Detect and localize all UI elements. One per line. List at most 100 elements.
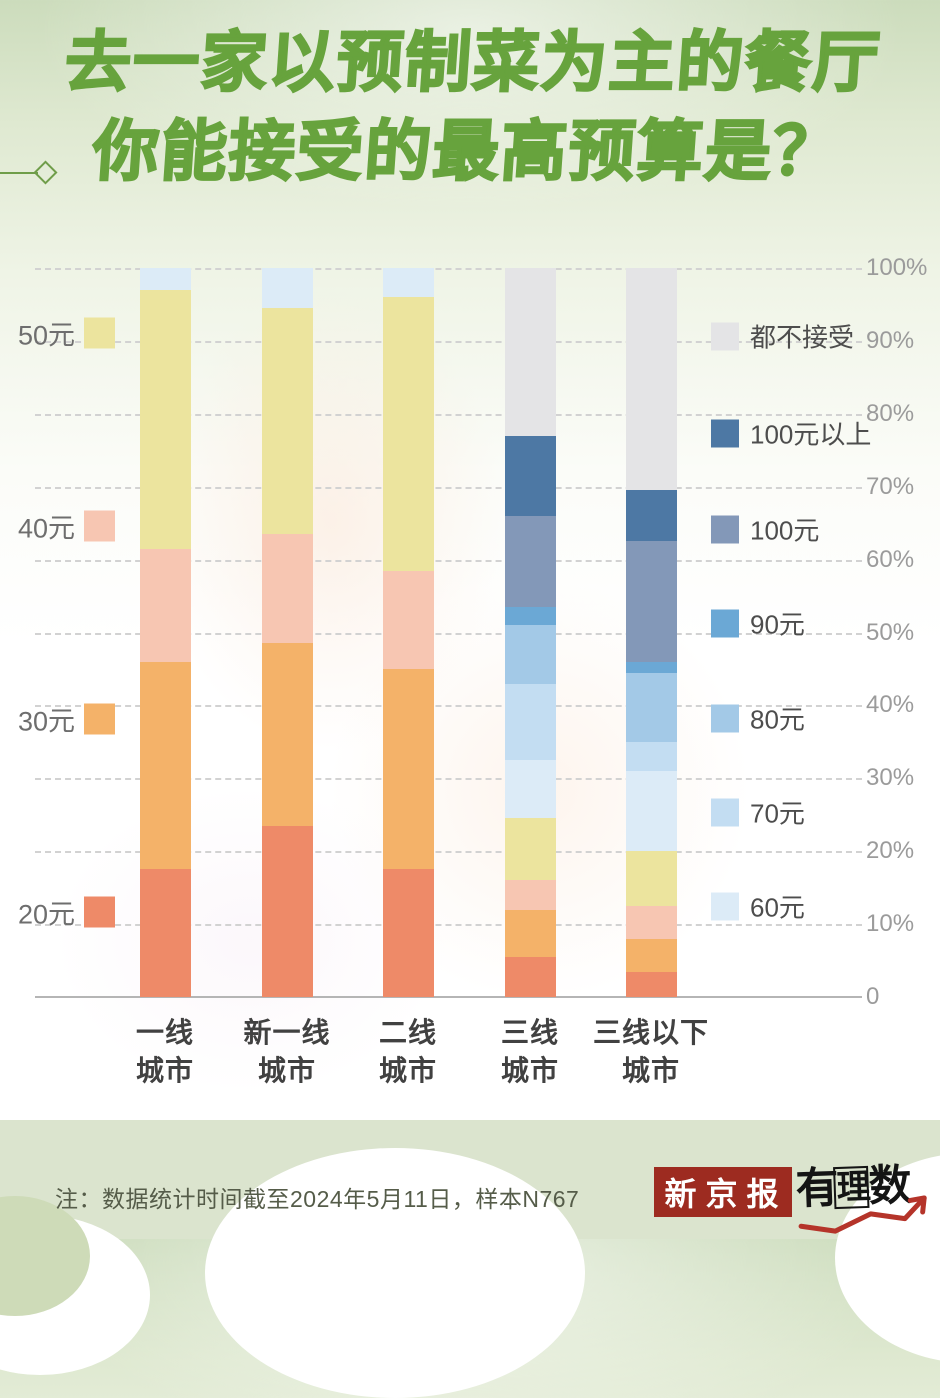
bar-segment-60元 — [262, 268, 313, 309]
bar-segment-都不接受 — [626, 268, 677, 491]
legend-swatch — [711, 322, 739, 350]
bar-segment-100元 — [626, 541, 677, 662]
gridline-40 — [35, 705, 862, 708]
x-axis-label-新一线城市: 新一线 城市 — [207, 1014, 367, 1090]
x-axis-label-三线城市: 三线 城市 — [450, 1014, 610, 1090]
legend-label: 80元 — [750, 704, 805, 735]
legend-item-40元: 40元 — [18, 507, 116, 546]
bar-新一线城市 — [262, 268, 313, 997]
legend-label: 100元 — [750, 515, 820, 546]
legend-label: 100元以上 — [750, 419, 872, 450]
bar-segment-20元 — [626, 971, 677, 997]
bar-segment-40元 — [262, 534, 313, 644]
y-axis-tick-label: 30% — [866, 764, 915, 792]
gridline-90 — [35, 340, 862, 343]
bar-segment-50元 — [262, 308, 313, 535]
bar-segment-60元 — [626, 771, 677, 852]
bar-segment-100元以上 — [626, 490, 677, 542]
bar-segment-80元 — [626, 672, 677, 742]
legend-label: 70元 — [750, 798, 805, 829]
gridline-10 — [35, 924, 862, 927]
bar-segment-70元 — [626, 741, 677, 772]
bar-segment-50元 — [140, 289, 191, 549]
bar-二线城市 — [383, 268, 434, 997]
legend-label: 30元 — [18, 706, 76, 737]
bar-segment-60元 — [505, 760, 556, 819]
legend-swatch — [84, 703, 116, 735]
y-axis-tick-label: 20% — [866, 837, 915, 865]
bar-segment-50元 — [626, 851, 677, 906]
x-axis-label-一线城市: 一线 城市 — [85, 1014, 245, 1090]
legend-item-90元: 90元 — [711, 605, 805, 642]
x-label-line2: 城市 — [257, 1054, 316, 1086]
legend-swatch — [711, 892, 739, 920]
bar-segment-100元以上 — [505, 435, 556, 516]
legend-swatch — [711, 419, 739, 447]
xinjingbao-logo: 新京报 — [654, 1167, 792, 1217]
gridline-50 — [35, 632, 862, 635]
bar-segment-60元 — [140, 268, 191, 290]
bar-segment-40元 — [140, 548, 191, 662]
y-axis-tick-label: 40% — [866, 691, 915, 719]
legend-swatch — [84, 317, 116, 349]
bar-segment-40元 — [505, 880, 556, 910]
legend-label: 90元 — [750, 609, 805, 640]
x-axis-label-三线以下城市: 三线以下 城市 — [571, 1014, 731, 1090]
bar-segment-90元 — [626, 661, 677, 673]
gridline-80 — [35, 413, 862, 416]
legend-item-都不接受: 都不接受 — [711, 318, 854, 355]
youlishu-logo: 有理数 — [795, 1150, 938, 1239]
bar-segment-40元 — [626, 905, 677, 939]
x-label-line2: 城市 — [500, 1054, 559, 1086]
gridline-60 — [35, 559, 862, 562]
bar-segment-20元 — [140, 869, 191, 997]
bar-segment-都不接受 — [505, 268, 556, 436]
legend-item-20元: 20元 — [18, 893, 116, 932]
legend-item-80元: 80元 — [711, 700, 805, 737]
legend-swatch — [711, 798, 739, 826]
bar-segment-40元 — [383, 570, 434, 669]
legend-item-50元: 50元 — [18, 314, 116, 353]
y-axis-tick-label: 50% — [866, 618, 915, 646]
x-label-line2: 城市 — [378, 1054, 437, 1086]
x-label-line2: 城市 — [135, 1054, 194, 1086]
y-axis-tick-label: 90% — [866, 326, 915, 354]
x-label-line1: 三线 — [500, 1017, 559, 1048]
bar-segment-20元 — [383, 869, 434, 997]
legend-label: 60元 — [750, 892, 805, 923]
legend-swatch — [84, 896, 116, 928]
y-axis-tick-label: 80% — [866, 399, 915, 427]
legend-label: 20元 — [18, 899, 76, 930]
legend-label: 50元 — [18, 320, 76, 351]
x-label-line1: 二线 — [378, 1017, 437, 1048]
legend-label: 都不接受 — [750, 322, 855, 353]
y-axis-tick-label: 100% — [866, 254, 928, 281]
gridline-100 — [35, 268, 862, 270]
y-axis-tick-label: 60% — [866, 545, 915, 573]
y-axis-tick-label: 10% — [866, 910, 915, 938]
bar-segment-30元 — [383, 668, 434, 870]
bar-三线城市 — [505, 268, 556, 997]
data-source-note: 注：数据统计时间截至2024年5月11日，样本N767 — [55, 1186, 580, 1212]
bar-segment-60元 — [383, 268, 434, 298]
bar-segment-90元 — [505, 607, 556, 626]
x-axis-label-二线城市: 二线 城市 — [328, 1014, 488, 1090]
legend-swatch — [711, 609, 739, 637]
stacked-bar-chart: 100% 90% 80% 70% 60% 50% 40% 30% 20% 10% 0 一线 城市 新一线城… — [18, 254, 928, 1090]
x-label-line1: 一线 — [135, 1017, 194, 1048]
bar-segment-20元 — [505, 956, 556, 997]
legend-swatch — [711, 515, 739, 543]
x-axis-line — [35, 996, 862, 998]
gridline-70 — [35, 486, 862, 489]
bar-segment-30元 — [262, 643, 313, 826]
x-label-line2: 城市 — [621, 1054, 680, 1086]
legend-item-30元: 30元 — [18, 700, 116, 739]
red-arrow-icon — [798, 1195, 927, 1234]
gridline-30 — [35, 778, 862, 781]
legend-item-60元: 60元 — [711, 888, 805, 925]
legend-item-100元: 100元 — [711, 511, 819, 548]
bar-segment-20元 — [262, 825, 313, 997]
legend-swatch — [84, 510, 116, 542]
legend-item-70元: 70元 — [711, 794, 805, 831]
bar-一线城市 — [140, 268, 191, 997]
